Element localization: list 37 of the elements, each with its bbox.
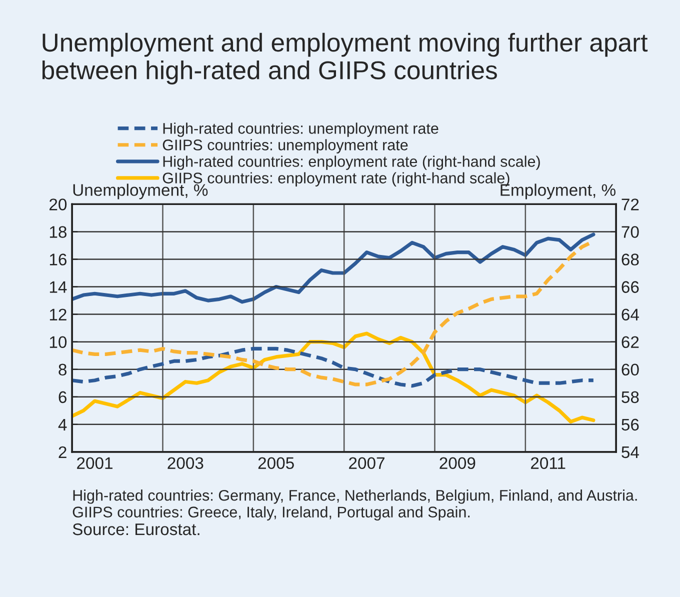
x-tick-label: 2011 (530, 457, 566, 470)
y2-tick-label: 66 (622, 281, 639, 293)
y2-tick-label: 70 (622, 226, 639, 238)
source-note: Source: Eurostat. (72, 523, 200, 536)
legend-label: GIIPS countries: unemployment rate (162, 139, 408, 154)
x-tick-label: 2005 (258, 457, 294, 470)
y2-tick-label: 62 (622, 336, 639, 348)
y2-tick-label: 72 (622, 198, 639, 210)
line-series (72, 346, 596, 388)
y-tick-label: 8 (58, 364, 66, 376)
y-tick-label: 14 (50, 281, 67, 293)
text: GIIPS countries: Greece, Italy, Ireland, Portugal and Spain. (72, 506, 470, 520)
legend-label: High-rated countries: unemployment rate (163, 122, 438, 137)
y2-tick-label: 56 (622, 418, 639, 431)
y-tick-label: 2 (58, 446, 66, 458)
text: High-rated countries: Germany, France, Netherlands, Belgium, Finland, and Austria. (73, 490, 637, 504)
y-tick-label: 10 (50, 336, 67, 348)
y-axis-title: Unemployment, % (73, 184, 208, 200)
x-tick-label: 2009 (440, 457, 476, 470)
y2-tick-label: 68 (622, 254, 639, 266)
x-tick-label: 2003 (168, 457, 204, 470)
y-tick-label: 18 (50, 226, 66, 238)
y2-tick-label: 54 (622, 446, 639, 458)
y2-tick-label: 60 (622, 364, 639, 376)
y-tick-label: 6 (58, 391, 66, 404)
line-series (72, 232, 596, 304)
y2-tick-label: 58 (622, 391, 639, 404)
line-series (72, 332, 596, 424)
y2-tick-label: 64 (622, 308, 639, 320)
y-tick-label: 16 (50, 254, 66, 266)
x-tick-label: 2007 (349, 457, 384, 470)
y-tick-label: 4 (58, 418, 67, 430)
x-tick-label: 2001 (77, 457, 112, 470)
legend-label: High-rated countries: enployment rate (right-hand scale) (163, 156, 540, 170)
chart-title: Unemployment and employment moving further apart between high-rated and GIIPS countries (42, 32, 648, 84)
y-tick-label: 12 (50, 308, 66, 320)
y-tick-label: 20 (50, 198, 67, 210)
